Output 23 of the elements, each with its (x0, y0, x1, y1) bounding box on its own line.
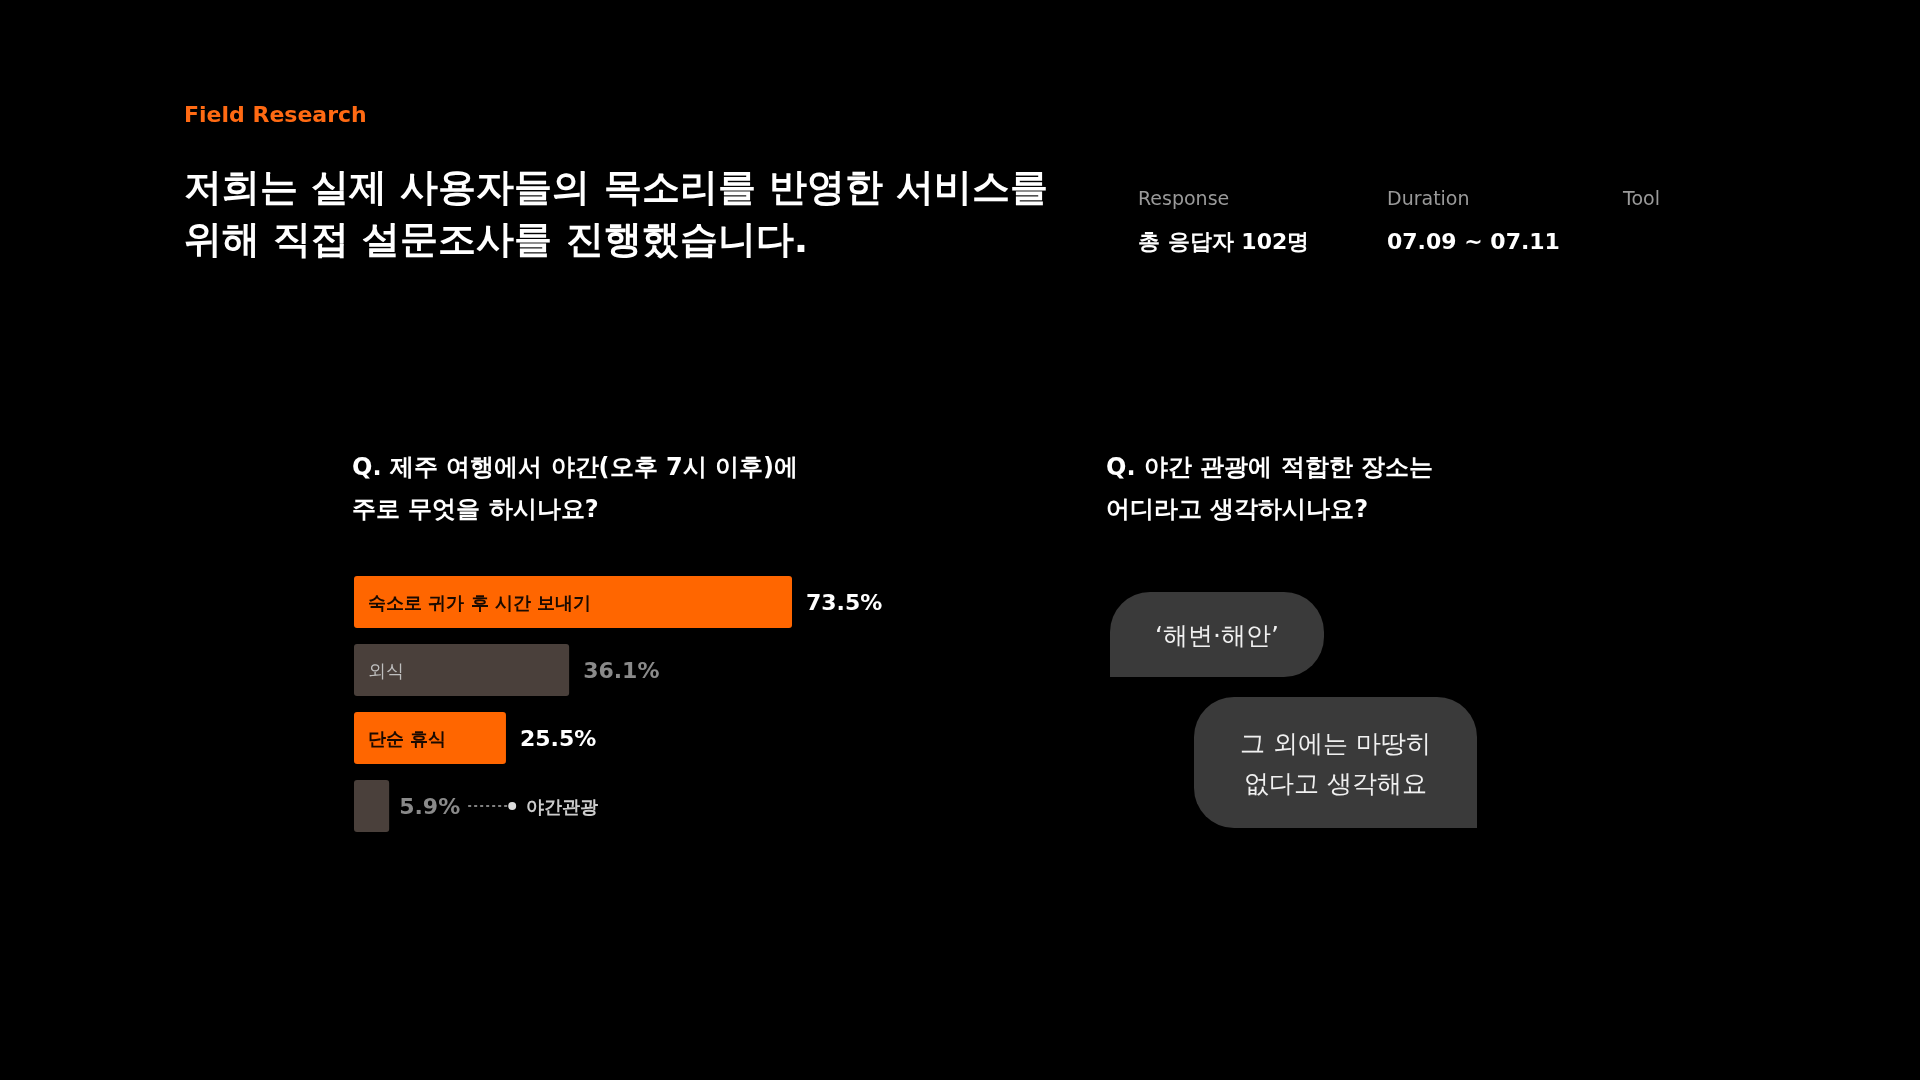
bar (354, 576, 792, 628)
text: Response (1138, 187, 1230, 209)
bar (354, 644, 570, 696)
text: 총 응답자 102명 (1138, 229, 1310, 254)
data-label: 36.1% (583, 658, 660, 683)
text: Q. 야간 관광에 적합한 장소는 어디라고 생각하시나요? (1106, 453, 1433, 523)
text: ‘해변·해안’ (1155, 620, 1279, 650)
text: Duration (1387, 187, 1470, 209)
y-tick-label: 외식 (368, 660, 404, 681)
text: 저희는 실제 사용자들의 목소리를 반영한 서비스를 위해 직접 설문조사를 진행했습니다. (184, 165, 1049, 261)
chart-title: Q. 제주 여행에서 야간(오후 7시 이후)에 주로 무엇을 하시나요? (352, 453, 798, 523)
data-label: 73.5% (806, 590, 883, 615)
data-label: 5.9% (399, 794, 461, 819)
y-tick-label: 숙소로 귀가 후 시간 보내기 (368, 592, 592, 613)
text: Field Research (184, 102, 367, 127)
text: Tool (1622, 187, 1660, 209)
y-tick-label: 단순 휴식 (368, 728, 447, 749)
bar (354, 712, 506, 764)
y-tick-label: 야간관광 (526, 796, 599, 817)
text: 07.09 ~ 07.11 (1387, 229, 1560, 254)
bar (354, 780, 390, 832)
data-label: 25.5% (519, 726, 597, 751)
text: 그 외에는 마땅히 없다고 생각해요 (1240, 728, 1431, 798)
